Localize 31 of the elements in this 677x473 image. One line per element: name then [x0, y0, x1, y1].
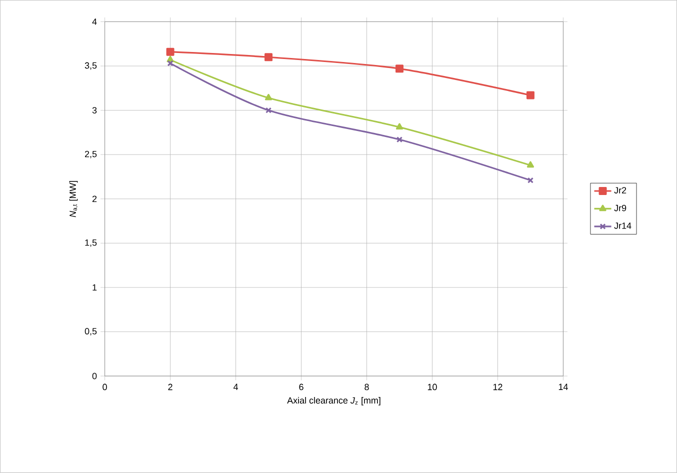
- point: [265, 107, 272, 114]
- x-tick-label: 8: [364, 384, 369, 390]
- point: [396, 123, 404, 130]
- point: [264, 53, 273, 62]
- y-tick-label: 1: [92, 284, 97, 291]
- x-tick-label: 14: [558, 384, 568, 390]
- x-tick-label: 6: [299, 384, 304, 390]
- x-tick-label: 10: [428, 384, 437, 390]
- y-tick-label: 0,5: [84, 328, 97, 336]
- x-tick-label: 0: [102, 384, 107, 390]
- legend-label: Jr2: [614, 187, 626, 194]
- y-tick-label: 2,5: [84, 150, 97, 158]
- point: [264, 94, 272, 100]
- point: [526, 91, 534, 100]
- point: [396, 136, 403, 143]
- y-tick-label: 2: [92, 196, 97, 202]
- y-tick-label: 3,5: [84, 62, 97, 70]
- y-tick-label: 3: [92, 107, 97, 114]
- legend-label: Jr9: [614, 204, 626, 212]
- x-axis-title: Axial clearance J$_{z}$ [mm]: [287, 397, 380, 406]
- y-tick-label: 1,5: [85, 240, 97, 247]
- y-axis-title: N$_{a,t}$ [MW]: [69, 181, 78, 218]
- point: [166, 48, 174, 56]
- legend-label: Jr14: [614, 222, 632, 229]
- x-tick-label: 4: [233, 384, 238, 390]
- point: [396, 64, 404, 73]
- point: [526, 161, 534, 168]
- y-tick-label: 0: [92, 372, 97, 380]
- y-tick-label: 4: [92, 18, 97, 25]
- x-tick-label: 12: [493, 384, 502, 390]
- x-tick-label: 2: [168, 384, 172, 390]
